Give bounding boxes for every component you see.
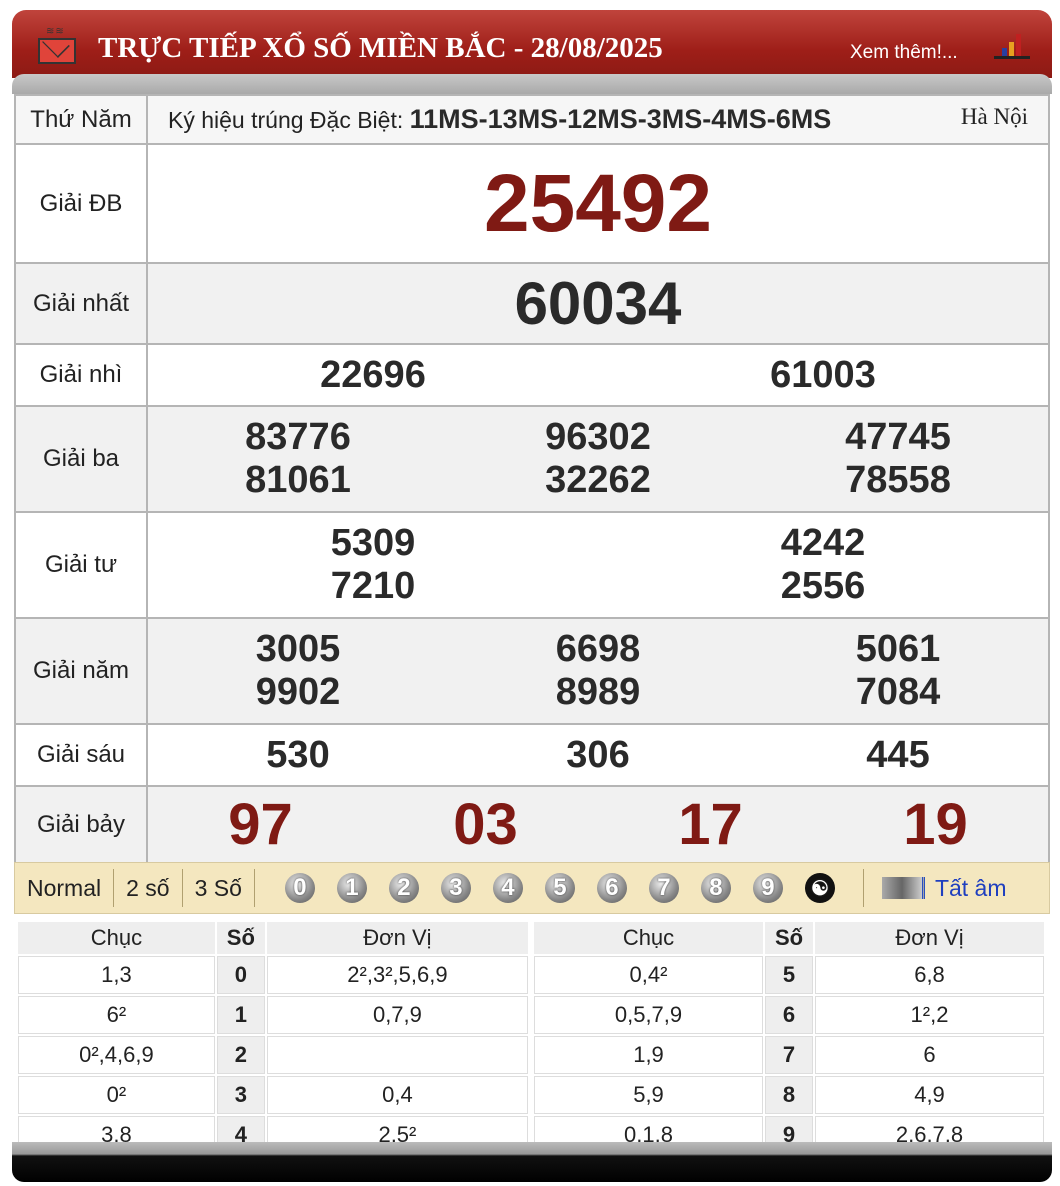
mute-all-link[interactable]: Tất âm xyxy=(934,874,1007,901)
digit-ball-8[interactable]: 8 xyxy=(700,873,731,903)
prize-label: Giải nhất xyxy=(14,262,148,345)
prize-label: Giải nhì xyxy=(14,343,148,407)
loto-row: 1,3 0 2²,3²,5,6,9 xyxy=(18,956,528,994)
speaker-icon[interactable] xyxy=(881,877,925,899)
prize-number: 83776 xyxy=(245,416,351,458)
prize-number: 19 xyxy=(903,792,968,857)
prize-row-nhi: Giải nhì 22696 61003 xyxy=(14,343,1050,407)
digit-ball-6[interactable]: 6 xyxy=(596,873,627,903)
prize-label: Giải ĐB xyxy=(14,143,148,264)
prize-row-sau: Giải sáu 530 306 445 xyxy=(14,723,1050,787)
prize-row-db: Giải ĐB 25492 xyxy=(14,143,1050,264)
prize-number: 5061 xyxy=(855,628,941,670)
loto-row: 0,4² 5 6,8 xyxy=(534,956,1044,994)
mode-3-so[interactable]: 3 Số xyxy=(183,869,255,907)
prize-number: 78558 xyxy=(845,459,951,501)
prize-number: 61003 xyxy=(770,353,876,396)
prize-number: 7210 xyxy=(330,565,416,607)
mode-normal[interactable]: Normal xyxy=(15,869,115,907)
prize-number: 22696 xyxy=(320,353,426,396)
loto-row: 5,9 8 4,9 xyxy=(534,1076,1044,1114)
prize-number: 17 xyxy=(678,792,743,857)
prize-number: 3005 xyxy=(255,628,341,670)
prize-number: 8989 xyxy=(555,671,641,713)
prize-row-nam: Giải năm 3005 6698 5061 9902 8989 7084 xyxy=(14,617,1050,725)
prize-number: 7084 xyxy=(855,671,941,713)
digit-ball-1[interactable]: 1 xyxy=(336,873,367,903)
divider xyxy=(862,869,864,907)
yin-yang-icon[interactable]: ☯ xyxy=(804,873,835,903)
symbol-codes: 11MS-13MS-12MS-3MS-4MS-6MS xyxy=(409,104,832,134)
bar-chart-icon[interactable] xyxy=(994,32,1030,59)
prize-row-tu: Giải tư 5309 4242 7210 2556 xyxy=(14,511,1050,619)
digit-ball-9[interactable]: 9 xyxy=(752,873,783,903)
loto-row: 0² 3 0,4 xyxy=(18,1076,528,1114)
digit-ball-7[interactable]: 7 xyxy=(648,873,679,903)
loto-table-left: Chục Số Đơn Vị 1,3 0 2²,3²,5,6,9 6² 1 0,7,9 0²… xyxy=(16,920,530,1156)
prize-number: 306 xyxy=(566,733,630,776)
loto-row: 1,9 7 6 xyxy=(534,1036,1044,1074)
envelope-icon xyxy=(38,38,76,64)
prize-number: 97 xyxy=(228,792,293,857)
prize-number: 32262 xyxy=(545,459,651,501)
prize-number: 96302 xyxy=(545,416,651,458)
col-chuc: Chục xyxy=(534,922,763,954)
mode-2-so[interactable]: 2 số xyxy=(114,869,183,907)
digit-ball-2[interactable]: 2 xyxy=(388,873,419,903)
prize-label: Giải bảy xyxy=(14,785,148,864)
header-band xyxy=(12,74,1052,94)
results-table: Thứ Năm Ký hiệu trúng Đặc Biệt: 11MS-13M… xyxy=(14,94,1050,864)
prize-number: 6698 xyxy=(555,628,641,670)
prize-number: 9902 xyxy=(255,671,341,713)
prize-label: Giải sáu xyxy=(14,723,148,787)
prize-label: Giải năm xyxy=(14,617,148,725)
symbol-label: Ký hiệu trúng Đặc Biệt: xyxy=(168,107,404,133)
prize-row-bay: Giải bảy 97 03 17 19 xyxy=(14,785,1050,864)
prize-number: 81061 xyxy=(245,459,351,501)
prize-number: 445 xyxy=(866,733,930,776)
prize-number: 4242 xyxy=(780,522,866,564)
col-chuc: Chục xyxy=(18,922,215,954)
loto-row: 0,5,7,9 6 1²,2 xyxy=(534,996,1044,1034)
col-so: Số xyxy=(765,922,813,954)
digit-ball-0[interactable]: 0 xyxy=(284,873,315,903)
prize-row-ba: Giải ba 83776 96302 47745 81061 32262 78558 xyxy=(14,405,1050,513)
prize-number: 47745 xyxy=(845,416,951,458)
col-so: Số xyxy=(216,922,265,954)
prize-number: 2556 xyxy=(780,565,866,607)
loto-row: 0²,4,6,9 2 xyxy=(18,1036,528,1074)
prize-number: 03 xyxy=(453,792,518,857)
prize-number: 5309 xyxy=(330,522,416,564)
prize-number: 25492 xyxy=(146,143,1050,264)
see-more-link[interactable]: Xem thêm!... xyxy=(850,42,958,63)
header-bar: ≋≋ TRỰC TIẾP XỔ SỐ MIỀN BẮC - 28/08/2025… xyxy=(12,10,1052,78)
results-widget: ≋≋ TRỰC TIẾP XỔ SỐ MIỀN BẮC - 28/08/2025… xyxy=(12,10,1052,1182)
info-row: Thứ Năm Ký hiệu trúng Đặc Biệt: 11MS-13M… xyxy=(14,94,1050,145)
loto-row: 6² 1 0,7,9 xyxy=(18,996,528,1034)
loto-table-right: Chục Số Đơn Vị 0,4² 5 6,8 0,5,7,9 6 1²,2 1,9 7 6… xyxy=(532,920,1046,1156)
weekday: Thứ Năm xyxy=(14,94,148,145)
prize-label: Giải tư xyxy=(14,511,148,619)
col-don-vi: Đơn Vị xyxy=(815,922,1044,954)
col-don-vi: Đơn Vị xyxy=(266,922,528,954)
digit-ball-3[interactable]: 3 xyxy=(440,873,471,903)
digit-ball-5[interactable]: 5 xyxy=(544,873,575,903)
prize-number: 530 xyxy=(266,733,330,776)
digit-ball-4[interactable]: 4 xyxy=(492,873,523,903)
prize-row-nhat: Giải nhất 60034 xyxy=(14,262,1050,345)
page-title: TRỰC TIẾP XỔ SỐ MIỀN BẮC - 28/08/2025 xyxy=(98,32,663,64)
prize-number: 60034 xyxy=(146,262,1050,345)
footer-bar xyxy=(12,1142,1052,1182)
display-toolbar: Normal 2 số 3 Số 0 1 2 3 4 5 6 7 8 9 ☯ T… xyxy=(14,862,1050,914)
region: Hà Nội xyxy=(960,104,1028,129)
prize-label: Giải ba xyxy=(14,405,148,513)
